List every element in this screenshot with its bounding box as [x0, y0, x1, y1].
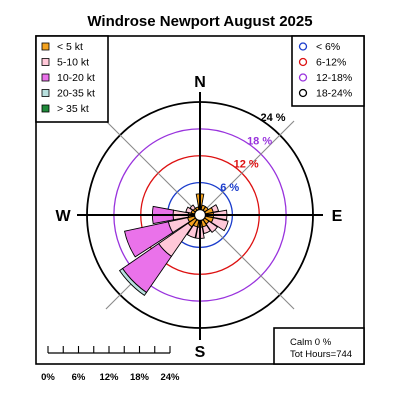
ring-label-6: 6 %	[220, 182, 239, 194]
plot-frame	[35, 35, 365, 365]
ring-legend-label: 18-24%	[316, 88, 352, 100]
ring-legend-marker	[298, 73, 308, 82]
ring-label-18: 18 %	[247, 135, 272, 147]
scale-bar-label: 24%	[160, 372, 180, 383]
compass-west-label: W	[55, 208, 71, 225]
ring-legend-marker	[298, 57, 308, 67]
sector-WNW-bin-1	[185, 206, 193, 214]
summary-box-frame	[273, 327, 365, 365]
sector-NW-bin-1	[189, 204, 196, 211]
scale-bar-label: 12%	[99, 372, 119, 383]
hours-text: Tot Hours=744	[290, 349, 352, 360]
chart-title: Windrose Newport August 2025	[87, 13, 312, 30]
compass-south-label: S	[195, 344, 206, 361]
sector-SSE-bin-1	[202, 224, 211, 235]
speed-legend-swatch	[41, 58, 50, 66]
center-calm-circle	[193, 208, 207, 222]
diagonal-spoke	[203, 120, 295, 212]
speed-legend-label: 20-35 kt	[57, 88, 95, 100]
scale-bar-label: 0%	[41, 372, 55, 383]
compass-north-label: N	[194, 74, 206, 91]
scale-bar: 0% 6% 12% 18% 24%	[41, 346, 180, 383]
speed-legend-label: > 35 kt	[57, 103, 89, 115]
compass-east-label: E	[332, 208, 343, 225]
speed-legend-swatch	[41, 42, 50, 51]
sector-SW-bin-3	[118, 267, 148, 297]
scale-bar-label: 18%	[130, 372, 150, 383]
speed-legend: < 5 kt 5-10 kt 10-20 kt 20-35 kt > 35 kt	[35, 35, 109, 123]
speed-legend-label: < 5 kt	[57, 41, 83, 53]
ring-legend: < 6% 6-12% 12-18% 18-24%	[291, 35, 365, 107]
calm-text: Calm 0 %	[290, 337, 332, 348]
speed-legend-label: 10-20 kt	[57, 72, 95, 84]
speed-legend-swatch	[41, 73, 50, 82]
sector-SSW-bin-1	[186, 224, 198, 239]
speed-legend-swatch	[41, 89, 50, 97]
diagonal-spoke	[203, 218, 295, 310]
scale-bar-label: 6%	[72, 372, 86, 383]
ring-legend-box	[291, 35, 365, 107]
ring-legend-marker	[298, 88, 308, 98]
speed-legend-label: 5-10 kt	[57, 57, 89, 69]
diagonal-spoke	[105, 120, 197, 212]
ring-legend-label: 12-18%	[316, 72, 352, 84]
sector-WSW-bin-2	[124, 221, 174, 258]
ring-legend-marker	[298, 42, 308, 51]
ring-legend-label: 6-12%	[316, 57, 346, 69]
ring-label-24: 24 %	[261, 112, 286, 124]
sector-ENE-bin-1	[210, 204, 220, 213]
speed-legend-swatch	[41, 104, 50, 113]
ring-legend-label: < 6%	[316, 41, 340, 53]
sector-ESE-bin-1	[210, 217, 229, 232]
ring-label-12: 12 %	[234, 159, 259, 171]
summary-box: Calm 0 % Tot Hours=744	[273, 327, 365, 365]
sector-SE-bin-1	[205, 220, 219, 234]
